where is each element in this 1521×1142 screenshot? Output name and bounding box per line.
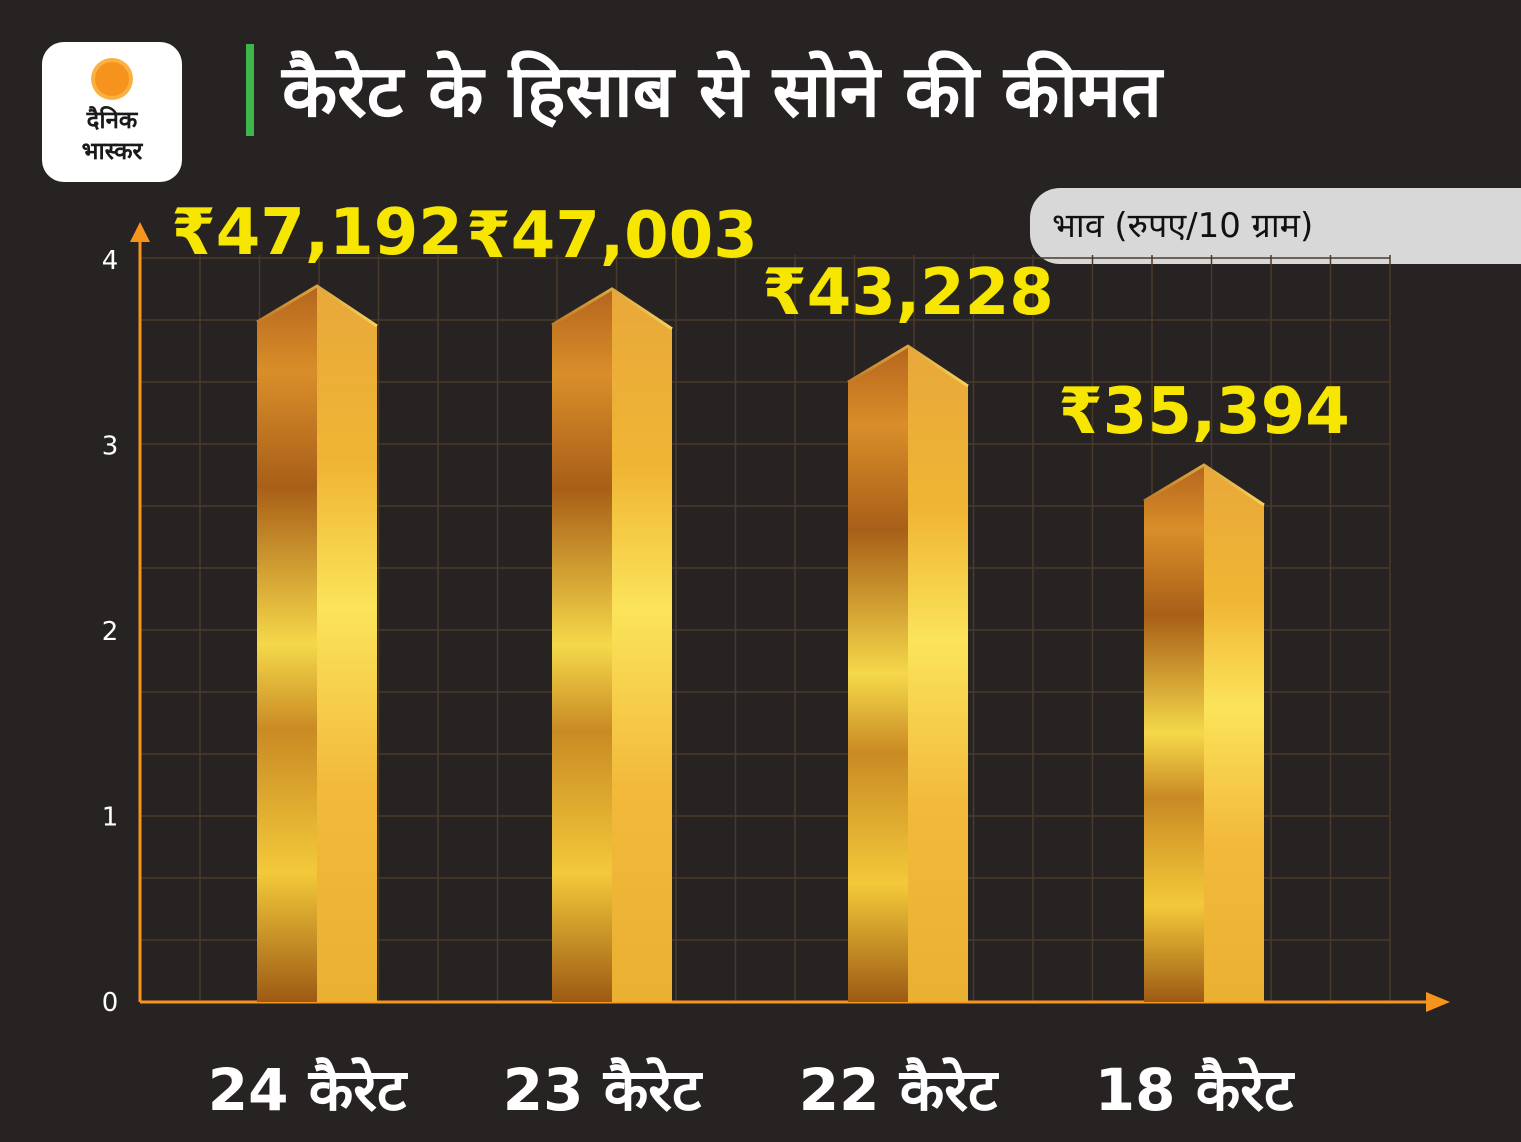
bar-top-edge bbox=[551, 287, 673, 331]
x-category-label: 23 कैरेट bbox=[503, 1056, 703, 1124]
bar-face-left bbox=[257, 286, 317, 1002]
bar bbox=[551, 287, 673, 1002]
x-category-label: 24 कैरेट bbox=[208, 1056, 408, 1124]
bar-top-edge bbox=[256, 284, 378, 328]
brand-line-1: दैनिक bbox=[86, 106, 138, 134]
title-accent-bar bbox=[246, 44, 254, 136]
bar-value-label: ₹43,228 bbox=[762, 256, 1054, 330]
bar-value-label: ₹47,192 bbox=[171, 196, 463, 270]
x-category-label: 18 कैरेट bbox=[1095, 1056, 1295, 1124]
labels: 0 1 2 3 4 ₹47,192 24 कैरेट ₹47,003 23 कैरेट ₹43,2… bbox=[102, 196, 1350, 1124]
x-category-label: 22 कैरेट bbox=[799, 1056, 999, 1124]
bar-top-edge bbox=[1143, 463, 1265, 507]
bar-face-right bbox=[612, 288, 672, 1002]
y-tick-label: 3 bbox=[102, 432, 119, 462]
bar bbox=[847, 344, 969, 1002]
bar-face-right bbox=[317, 286, 377, 1002]
bar bbox=[1143, 463, 1265, 1002]
y-tick-label: 2 bbox=[102, 617, 119, 647]
x-axis-arrow bbox=[1426, 992, 1450, 1012]
bar-face-right bbox=[908, 346, 968, 1002]
bars bbox=[256, 284, 1265, 1002]
brand-logo: दैनिक भास्कर bbox=[42, 42, 182, 182]
bar-face-right bbox=[1204, 465, 1264, 1002]
bar-value-label: ₹47,003 bbox=[466, 199, 758, 273]
bar-face-left bbox=[552, 288, 612, 1002]
bar-top-edge bbox=[847, 344, 969, 388]
bar bbox=[256, 284, 378, 1002]
bar-face-left bbox=[1144, 465, 1204, 1002]
sun-icon bbox=[95, 62, 129, 96]
y-tick-label: 1 bbox=[102, 803, 119, 833]
page-title: कैरेट के हिसाब से सोने की कीमत bbox=[282, 49, 1162, 133]
bar-face-left bbox=[848, 346, 908, 1002]
y-axis-arrow bbox=[130, 222, 150, 242]
y-tick-label: 4 bbox=[102, 246, 119, 276]
y-tick-label: 0 bbox=[102, 988, 119, 1018]
unit-label: भाव (रुपए/10 ग्राम) bbox=[1030, 188, 1521, 264]
brand-line-2: भास्कर bbox=[81, 137, 143, 165]
bar-value-label: ₹35,394 bbox=[1058, 375, 1350, 449]
